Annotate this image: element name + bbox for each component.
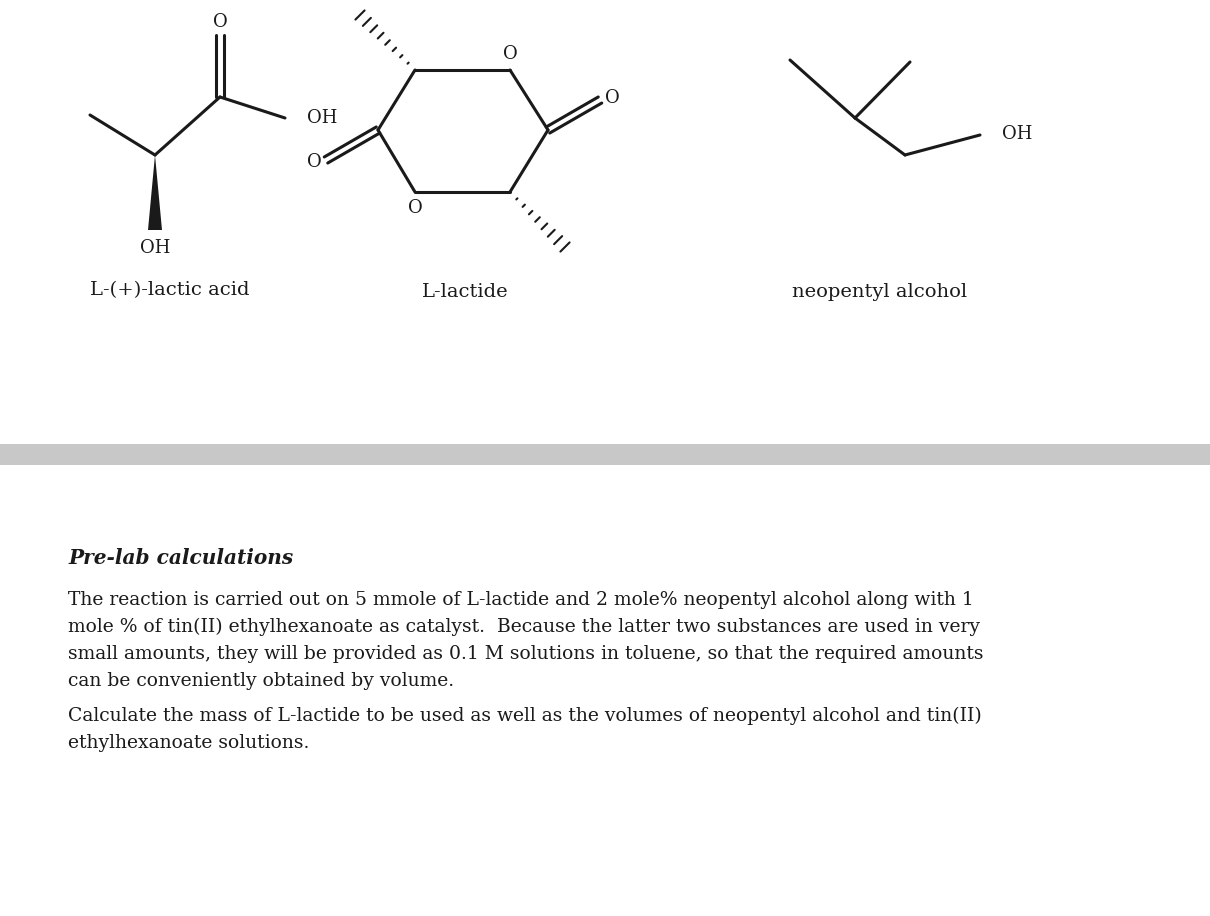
Text: L-(+)-lactic acid: L-(+)-lactic acid (91, 281, 249, 299)
Text: The reaction is carried out on 5 mmole of L-lactide and 2 mole% neopentyl alcoho: The reaction is carried out on 5 mmole o… (68, 591, 974, 609)
Text: Calculate the mass of L-lactide to be used as well as the volumes of neopentyl a: Calculate the mass of L-lactide to be us… (68, 707, 981, 725)
Text: small amounts, they will be provided as 0.1 M solutions in toluene, so that the : small amounts, they will be provided as … (68, 645, 984, 663)
Text: OH: OH (140, 239, 171, 257)
Text: ethylhexanoate solutions.: ethylhexanoate solutions. (68, 734, 310, 752)
Bar (0, 444, 1210, 465)
Text: OH: OH (307, 109, 338, 127)
Text: L-lactide: L-lactide (422, 283, 508, 301)
Text: Pre-lab calculations: Pre-lab calculations (68, 548, 293, 568)
Text: O: O (502, 45, 518, 63)
Text: can be conveniently obtained by volume.: can be conveniently obtained by volume. (68, 672, 454, 690)
Text: O: O (408, 199, 422, 217)
Text: OH: OH (1002, 125, 1032, 143)
Polygon shape (148, 155, 162, 230)
Text: O: O (213, 13, 227, 31)
Text: neopentyl alcohol: neopentyl alcohol (793, 283, 968, 301)
Text: O: O (605, 89, 620, 107)
Text: O: O (306, 153, 322, 171)
Text: mole % of tin(II) ethylhexanoate as catalyst.  Because the latter two substances: mole % of tin(II) ethylhexanoate as cata… (68, 618, 980, 636)
